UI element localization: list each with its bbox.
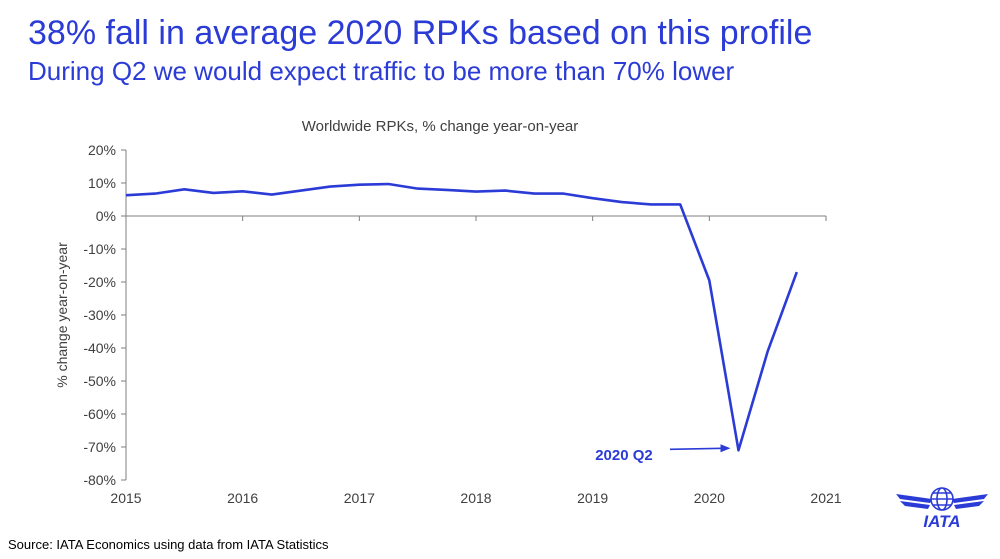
x-tick-label: 2019 [577,490,608,506]
x-tick-label: 2018 [460,490,491,506]
y-axis-label: % change year-on-year [54,242,70,388]
y-tick-label: 20% [88,142,116,158]
data-point [212,191,216,195]
data-point [678,202,682,206]
y-tick-label: -60% [83,406,116,422]
series-group [124,182,799,452]
y-tick-label: -80% [83,472,116,488]
y-tick-label: -20% [83,274,116,290]
annotation-arrow-head [720,444,731,453]
chart-title: Worldwide RPKs, % change year-on-year [302,118,579,135]
data-point [795,270,799,274]
data-point [270,193,274,197]
x-tick-label: 2017 [344,490,375,506]
y-tick-label: -50% [83,373,116,389]
iata-logo: IATA [896,487,988,530]
headline: 38% fall in average 2020 RPKs based on t… [28,14,813,52]
source-note: Source: IATA Economics using data from I… [8,537,329,552]
x-tick-labels: 2015 2016 2017 2018 2019 2020 2021 [110,216,842,506]
data-point [649,202,653,206]
data-point [387,182,391,186]
series-line [125,182,799,452]
data-point [416,187,420,191]
data-point [737,448,741,452]
x-tick-label: 2021 [810,490,841,506]
y-tick-label: 0% [96,208,116,224]
data-point [474,190,478,194]
data-point [124,193,128,197]
data-point [328,185,332,189]
data-point [241,189,245,193]
data-point [153,192,157,196]
data-point [707,278,711,282]
axes [125,150,826,480]
data-point [532,192,536,196]
annotation-arrow-line [669,447,723,451]
data-point [562,192,566,196]
data-point [299,189,303,193]
y-tick-label: -70% [83,439,116,455]
annotation-label: 2020 Q2 [595,447,653,464]
iata-logo-text: IATA [923,512,960,530]
data-point [766,349,770,353]
x-tick-label: 2020 [694,490,725,506]
data-point [357,183,361,187]
y-tick-labels: 20% 10% 0% -10% -20% -30% -40% -50% -60% -70% -80% [83,142,126,488]
data-point [182,187,186,191]
data-point [620,200,624,204]
x-tick-label: 2015 [110,490,141,506]
x-tick-label: 2016 [227,490,258,506]
y-tick-label: 10% [88,175,116,191]
data-point [591,196,595,200]
y-tick-label: -10% [83,241,116,257]
rpk-line-chart: Worldwide RPKs, % change year-on-year % … [54,118,842,506]
y-tick-label: -40% [83,340,116,356]
subheadline: During Q2 we would expect traffic to be … [28,56,735,86]
data-point [503,189,507,193]
y-tick-label: -30% [83,307,116,323]
data-point [445,188,449,192]
annotation-group: 2020 Q2 [595,444,731,464]
